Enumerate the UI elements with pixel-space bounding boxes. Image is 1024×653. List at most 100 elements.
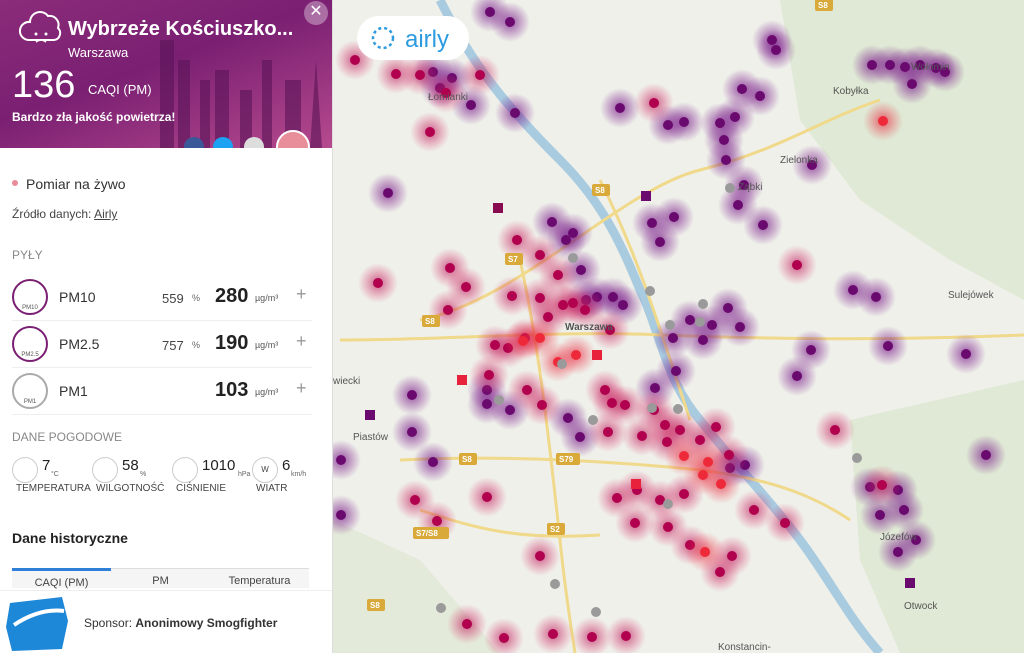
sensor[interactable] — [507, 291, 517, 301]
sensor[interactable] — [758, 220, 768, 230]
sensor[interactable] — [587, 632, 597, 642]
sensor[interactable] — [618, 300, 628, 310]
sensor[interactable] — [698, 470, 708, 480]
sensor[interactable] — [739, 180, 749, 190]
sensor[interactable] — [576, 265, 586, 275]
sensor[interactable] — [563, 413, 573, 423]
sensor[interactable] — [612, 493, 622, 503]
sensor[interactable] — [462, 619, 472, 629]
sensor[interactable] — [407, 427, 417, 437]
sensor[interactable] — [428, 457, 438, 467]
sensor[interactable] — [415, 70, 425, 80]
expand[interactable]: + — [296, 284, 307, 304]
sensor[interactable] — [608, 292, 618, 302]
sensor[interactable] — [568, 228, 578, 238]
sensor[interactable] — [792, 371, 802, 381]
sensor[interactable] — [558, 300, 568, 310]
sensor[interactable] — [630, 518, 640, 528]
sensor[interactable] — [505, 17, 515, 27]
sensor[interactable] — [703, 457, 713, 467]
sensor[interactable] — [771, 45, 781, 55]
sensor[interactable] — [505, 405, 515, 415]
sensor[interactable] — [336, 510, 346, 520]
sensor[interactable] — [600, 385, 610, 395]
sensor[interactable] — [715, 118, 725, 128]
sensor[interactable] — [466, 100, 476, 110]
sensor[interactable] — [580, 305, 590, 315]
sensor[interactable] — [871, 292, 881, 302]
sensor[interactable] — [719, 135, 729, 145]
sensor[interactable] — [637, 431, 647, 441]
sensor[interactable] — [383, 188, 393, 198]
expand[interactable]: + — [296, 331, 307, 351]
twitter-button[interactable] — [213, 137, 233, 148]
sensor[interactable] — [848, 285, 858, 295]
sensor[interactable] — [537, 400, 547, 410]
history-tab[interactable]: Temperatura — [210, 568, 309, 588]
sensor[interactable] — [482, 492, 492, 502]
sensor[interactable] — [490, 340, 500, 350]
sensor[interactable] — [716, 479, 726, 489]
sensor[interactable] — [373, 278, 383, 288]
sensor[interactable] — [749, 505, 759, 515]
sensor[interactable] — [679, 489, 689, 499]
sensor[interactable] — [443, 305, 453, 315]
sensor[interactable] — [940, 67, 950, 77]
sensor[interactable] — [698, 335, 708, 345]
sensor[interactable] — [512, 235, 522, 245]
sensor[interactable] — [711, 422, 721, 432]
sensor[interactable] — [553, 270, 563, 280]
facebook-button[interactable] — [184, 137, 204, 148]
sensor[interactable] — [900, 62, 910, 72]
sensor[interactable] — [755, 91, 765, 101]
sensor[interactable] — [441, 88, 451, 98]
close-button[interactable]: ✕ — [304, 1, 328, 25]
sensor[interactable] — [723, 303, 733, 313]
expand[interactable]: + — [296, 378, 307, 398]
sensor[interactable] — [484, 370, 494, 380]
sensor[interactable] — [679, 117, 689, 127]
sensor[interactable] — [350, 55, 360, 65]
sensor[interactable] — [885, 60, 895, 70]
sensor[interactable] — [899, 505, 909, 515]
sensor[interactable] — [621, 631, 631, 641]
sensor[interactable] — [615, 103, 625, 113]
sensor[interactable] — [875, 510, 885, 520]
sensor[interactable] — [679, 451, 689, 461]
sensor[interactable] — [907, 79, 917, 89]
sensor[interactable] — [735, 322, 745, 332]
sensor[interactable] — [561, 235, 571, 245]
sensor[interactable] — [806, 345, 816, 355]
sensor[interactable] — [715, 567, 725, 577]
sensor[interactable] — [547, 217, 557, 227]
sensor[interactable] — [605, 325, 615, 335]
sensor[interactable] — [931, 63, 941, 73]
sensor[interactable] — [510, 108, 520, 118]
sensor[interactable] — [877, 480, 887, 490]
sensor[interactable] — [961, 349, 971, 359]
sensor[interactable] — [867, 60, 877, 70]
sensor[interactable] — [669, 212, 679, 222]
sensor[interactable] — [730, 112, 740, 122]
sensor[interactable] — [663, 120, 673, 130]
sensor[interactable] — [780, 518, 790, 528]
sensor[interactable] — [830, 425, 840, 435]
sensor[interactable] — [727, 551, 737, 561]
sensor[interactable] — [668, 333, 678, 343]
sensor[interactable] — [518, 336, 528, 346]
source-link[interactable]: Airly — [94, 207, 118, 221]
sensor[interactable] — [655, 495, 665, 505]
sensor[interactable] — [548, 629, 558, 639]
sensor[interactable] — [737, 84, 747, 94]
sensor[interactable] — [620, 400, 630, 410]
sensor[interactable] — [660, 420, 670, 430]
sensor[interactable] — [445, 263, 455, 273]
sensor[interactable] — [807, 160, 817, 170]
copy-button[interactable] — [244, 137, 264, 148]
sensor[interactable] — [425, 127, 435, 137]
sensor[interactable] — [336, 455, 346, 465]
sensor[interactable] — [649, 98, 659, 108]
sensor[interactable] — [767, 35, 777, 45]
sensor[interactable] — [671, 366, 681, 376]
sensor[interactable] — [675, 425, 685, 435]
